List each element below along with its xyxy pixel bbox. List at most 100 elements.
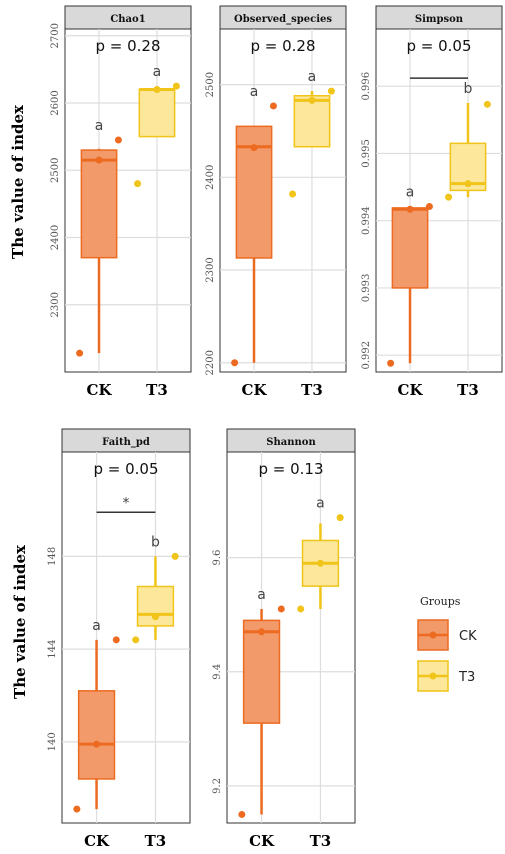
data-point	[464, 180, 472, 188]
y-tick-label: 9.2	[212, 778, 223, 794]
y-tick-label: 2300	[50, 292, 61, 317]
legend-label-t3: T3	[458, 670, 475, 685]
box-t3-observed-species: a	[289, 69, 335, 198]
data-point	[297, 605, 305, 613]
data-point	[483, 100, 491, 108]
box-body	[235, 125, 273, 259]
data-point	[93, 740, 101, 748]
legend-label-ck: CK	[459, 629, 477, 644]
data-point	[112, 636, 120, 644]
data-point	[316, 559, 324, 567]
legend-title: Groups	[420, 595, 461, 608]
significance-letter: b	[464, 81, 473, 97]
panel-shannon: Shannon 9.2 9.4 9.6 a a p = 0.13 CK T3	[212, 428, 356, 850]
y-tick-label: 9.6	[212, 550, 223, 566]
y-tick-label: 0.996	[361, 72, 372, 101]
x-tick-label: CK	[84, 832, 110, 850]
data-point	[277, 605, 285, 613]
box-body	[293, 94, 331, 148]
p-value-shannon: p = 0.13	[258, 460, 323, 478]
data-point	[269, 102, 277, 110]
bracket-label: *	[123, 495, 130, 511]
legend-item-t3: T3	[417, 660, 475, 692]
box-body	[242, 619, 281, 724]
x-tick-label: T3	[145, 832, 167, 850]
p-value-simpson: p = 0.05	[406, 37, 471, 55]
strip-title-shannon: Shannon	[266, 437, 316, 448]
data-point	[336, 514, 344, 522]
data-point	[238, 810, 246, 818]
data-point	[387, 359, 395, 367]
strip-title-observed-species: Observed_species	[234, 14, 332, 25]
panel-simpson: Simpson 0.992 0.993 0.994 0.995 0.996 a b p = 0.…	[361, 5, 503, 399]
data-point	[76, 349, 84, 357]
data-point	[289, 190, 297, 198]
data-point	[172, 82, 180, 90]
p-value-faith-pd: p = 0.05	[93, 460, 158, 478]
strip-title-chao1: Chao1	[110, 14, 145, 25]
legend-swatch-t3-point	[429, 672, 437, 680]
x-tick-label: T3	[457, 381, 479, 399]
box-ck-observed-species: a	[231, 84, 277, 367]
strip-title-faith-pd: Faith_pd	[102, 437, 150, 448]
box-t3-chao1: a	[134, 64, 180, 188]
data-point	[425, 203, 433, 211]
significance-letter: a	[406, 185, 415, 201]
data-point	[171, 552, 179, 560]
significance-letter: a	[316, 496, 325, 512]
box-ck-chao1: a	[76, 118, 122, 357]
significance-letter: b	[151, 534, 160, 550]
x-tick-label: T3	[146, 381, 168, 399]
legend-swatch-ck-point	[429, 631, 437, 639]
box-t3-faith-pd: b	[132, 534, 179, 644]
plot-area-simpson	[375, 28, 503, 373]
data-point	[95, 156, 103, 164]
x-tick-label: T3	[301, 381, 323, 399]
box-body	[80, 149, 118, 259]
box-ck-faith-pd: a	[73, 618, 120, 813]
panel-observed-species: Observed_species 2200 2300 2400 2500 a a p = 0.…	[205, 5, 347, 399]
x-tick-label: CK	[398, 381, 424, 399]
y-axis-title-top: The value of index	[9, 104, 27, 259]
data-point	[258, 628, 266, 636]
p-value-observed-species: p = 0.28	[250, 37, 315, 55]
data-point	[73, 805, 81, 813]
y-tick-label: 140	[47, 732, 58, 751]
y-tick-label: 144	[47, 640, 58, 659]
data-point	[114, 136, 122, 144]
significance-letter: a	[153, 64, 162, 80]
significance-letter: a	[250, 84, 259, 100]
box-t3-shannon: a	[297, 496, 344, 613]
box-ck-shannon: a	[238, 587, 285, 818]
panel-faith-pd: Faith_pd 140 144 148 a b * p = 0.05 CK T3	[47, 428, 191, 850]
y-tick-label: 2300	[205, 257, 216, 282]
panel-chao1: Chao1 2300 2400 2500 2600 2700 a a p = 0.28 CK T3	[50, 5, 192, 399]
box-body	[391, 207, 429, 289]
y-tick-label: 0.995	[361, 139, 372, 168]
y-tick-label: 9.4	[212, 664, 223, 680]
data-point	[134, 180, 142, 188]
data-point	[308, 96, 316, 104]
box-t3-simpson: b	[445, 81, 491, 201]
data-point	[231, 359, 239, 367]
x-tick-label: CK	[249, 832, 275, 850]
box-body	[77, 690, 116, 780]
legend-item-ck: CK	[417, 619, 477, 651]
y-tick-label: 2400	[50, 225, 61, 250]
p-value-chao1: p = 0.28	[95, 37, 160, 55]
y-tick-label: 2500	[50, 158, 61, 183]
significance-letter: a	[92, 618, 101, 634]
y-tick-label: 148	[47, 547, 58, 566]
y-tick-label: 0.992	[361, 341, 372, 370]
y-axis-title-bottom: The value of index	[11, 544, 29, 699]
y-tick-label: 0.994	[361, 206, 372, 235]
data-point	[153, 86, 161, 94]
box-ck-simpson: a	[387, 185, 433, 367]
significance-letter: a	[95, 118, 104, 134]
y-tick-label: 0.993	[361, 274, 372, 303]
data-point	[406, 205, 414, 213]
legend: Groups CK T3	[417, 595, 477, 692]
x-tick-label: CK	[87, 381, 113, 399]
y-tick-label: 2400	[205, 165, 216, 190]
y-tick-label: 2700	[50, 23, 61, 48]
